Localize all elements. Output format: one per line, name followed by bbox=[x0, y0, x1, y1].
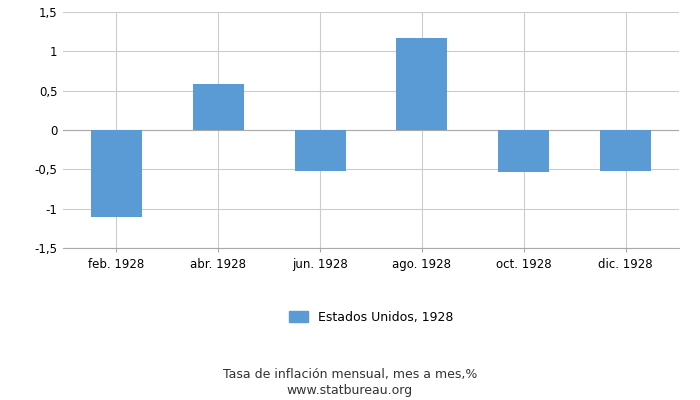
Bar bbox=[193, 84, 244, 130]
Bar bbox=[396, 38, 447, 130]
Text: www.statbureau.org: www.statbureau.org bbox=[287, 384, 413, 397]
Bar bbox=[91, 130, 142, 216]
Legend: Estados Unidos, 1928: Estados Unidos, 1928 bbox=[284, 306, 458, 329]
Bar bbox=[295, 130, 346, 171]
Bar bbox=[498, 130, 550, 172]
Bar bbox=[600, 130, 651, 171]
Text: Tasa de inflación mensual, mes a mes,%: Tasa de inflación mensual, mes a mes,% bbox=[223, 368, 477, 381]
